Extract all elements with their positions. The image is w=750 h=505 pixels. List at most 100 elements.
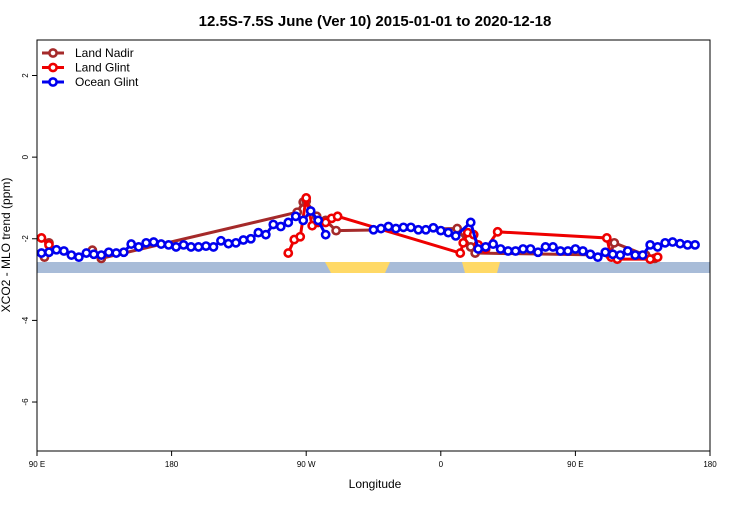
data-point [488, 239, 499, 249]
data-point [533, 247, 543, 258]
data-point [96, 250, 107, 260]
data-point [510, 246, 521, 256]
data-point [405, 222, 416, 233]
data-point [540, 242, 551, 252]
x-tick-label: 90 E [567, 460, 583, 469]
data-point [268, 219, 279, 230]
data-point [368, 224, 379, 235]
data-point [36, 233, 47, 243]
data-point [88, 249, 99, 260]
plot-frame [36, 39, 711, 452]
data-point [118, 247, 129, 258]
data-point [525, 244, 536, 254]
legend-label: Land Glint [75, 61, 130, 75]
legend-marker [48, 77, 58, 87]
data-point [455, 248, 466, 258]
data-point [645, 239, 656, 250]
data-point [592, 252, 603, 263]
y-tick-label: -2 [21, 235, 30, 243]
data-point [81, 248, 92, 258]
data-point [637, 250, 648, 260]
data-point [667, 237, 678, 247]
x-tick-label: 90 E [29, 460, 45, 469]
data-point [283, 217, 294, 228]
data-point [495, 244, 506, 254]
data-point [682, 239, 693, 250]
y-tick-label: 0 [21, 154, 30, 159]
data-point [320, 229, 331, 240]
data-point [435, 225, 446, 236]
data-point [332, 211, 343, 222]
data-point [193, 242, 204, 252]
data-point [51, 244, 62, 255]
data-point [645, 254, 656, 265]
data-point [290, 211, 301, 222]
x-tick-label: 180 [703, 460, 717, 469]
data-point [208, 242, 219, 252]
y-tick-label: -4 [21, 316, 30, 324]
data-point [518, 244, 528, 254]
data-point [66, 250, 77, 260]
data-point [260, 229, 271, 240]
data-point [473, 244, 484, 254]
data-point [480, 242, 491, 252]
data-point [675, 238, 685, 249]
data-point [223, 238, 234, 249]
x-tick-label: 0 [439, 460, 444, 469]
plot-area [36, 193, 700, 265]
data-point [413, 224, 424, 235]
data-point [690, 239, 700, 250]
data-point [133, 242, 144, 252]
data-point [660, 237, 671, 248]
data-point [577, 246, 588, 256]
x-tick-label: 180 [165, 460, 179, 469]
data-point [186, 242, 196, 252]
data-point [305, 206, 316, 216]
data-point [44, 247, 54, 258]
data-point [163, 239, 174, 250]
data-point [391, 223, 401, 234]
data-point [601, 233, 612, 243]
data-point [383, 221, 394, 232]
data-point [443, 227, 454, 238]
data-point [652, 252, 663, 263]
data-point [245, 233, 256, 244]
x-tick-label: 90 W [297, 460, 316, 469]
data-point [253, 227, 264, 238]
data-point [398, 222, 409, 233]
data-point [103, 247, 114, 258]
data-point [298, 215, 309, 226]
data-point [216, 235, 226, 246]
legend-label: Ocean Glint [75, 75, 139, 89]
data-point [450, 231, 461, 241]
data-point [301, 193, 312, 203]
data-point [492, 226, 503, 237]
data-point [420, 224, 431, 235]
data-point [238, 235, 249, 245]
data-point [231, 237, 241, 248]
data-point [275, 221, 286, 232]
data-point [465, 217, 476, 228]
data-point [503, 246, 513, 256]
data-point [622, 246, 633, 256]
data-point [630, 250, 641, 260]
data-point [126, 239, 137, 249]
data-point [295, 231, 306, 242]
data-point [148, 237, 159, 247]
data-point [283, 248, 294, 258]
data-point [652, 242, 663, 252]
data-point [548, 242, 558, 252]
data-point [201, 241, 211, 252]
data-point [570, 244, 581, 254]
data-point [111, 248, 122, 258]
data-point [376, 223, 386, 234]
y-axis-label: XCO2 - MLO trend (ppm) [0, 178, 13, 313]
data-point [156, 239, 167, 249]
data-point [313, 215, 324, 226]
legend-marker [48, 62, 58, 73]
data-point [178, 239, 189, 250]
land-band [325, 262, 390, 273]
data-point [555, 246, 566, 256]
y-tick-label: -6 [21, 398, 30, 406]
